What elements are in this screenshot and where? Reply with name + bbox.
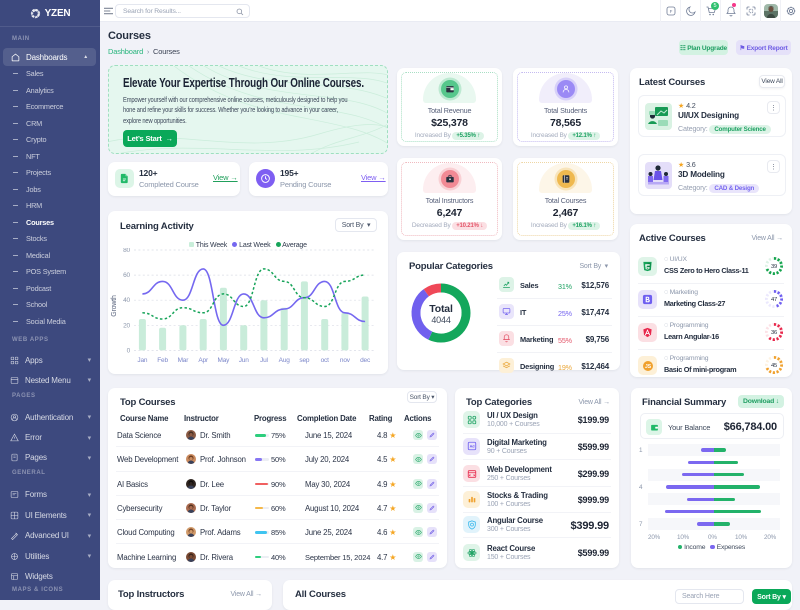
svg-text:Feb: Feb [157, 357, 168, 364]
svg-text:4044: 4044 [431, 315, 450, 325]
svg-text:Jan: Jan [137, 357, 148, 364]
svg-text:80: 80 [123, 248, 130, 254]
svg-text:60: 60 [123, 272, 130, 279]
svg-text:Aug: Aug [279, 357, 291, 364]
svg-text:nov: nov [340, 357, 351, 364]
svg-text:Total: Total [429, 303, 453, 315]
svg-text:May: May [218, 357, 231, 364]
svg-text:Growth: Growth [111, 295, 118, 317]
svg-text:39: 39 [771, 264, 777, 270]
svg-text:36: 36 [771, 330, 777, 336]
svg-text:F: F [669, 9, 672, 14]
svg-text:0: 0 [127, 347, 131, 354]
svg-text:oct: oct [321, 357, 330, 364]
svg-text:Jun: Jun [239, 357, 250, 364]
svg-text:47: 47 [771, 297, 777, 303]
svg-text:40: 40 [123, 297, 130, 304]
svg-text:sep: sep [299, 357, 310, 364]
svg-text:Apr: Apr [198, 357, 209, 364]
svg-text:20: 20 [123, 322, 130, 329]
svg-text:Ad: Ad [469, 445, 475, 449]
svg-text:dec: dec [360, 357, 371, 364]
svg-text:Mar: Mar [178, 357, 190, 364]
svg-text:45: 45 [771, 363, 777, 369]
svg-text:Jul: Jul [260, 357, 269, 364]
svg-text:JS: JS [645, 364, 652, 370]
